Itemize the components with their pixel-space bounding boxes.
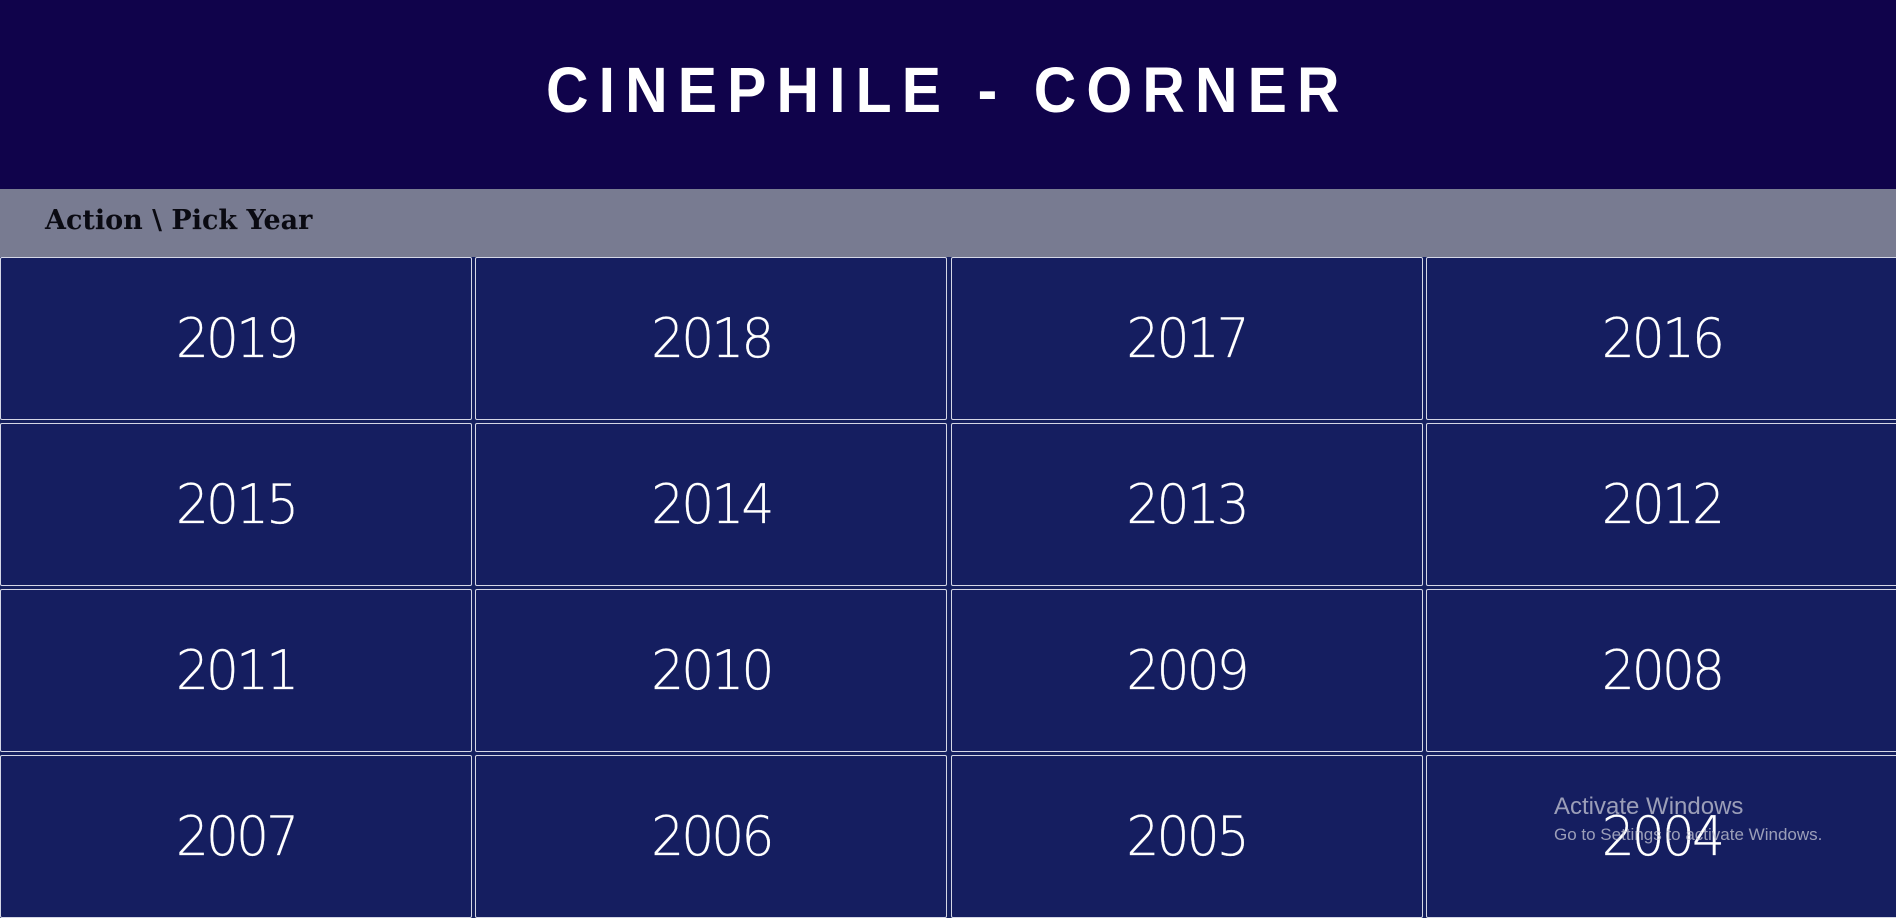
year-label: 2013	[1126, 473, 1250, 536]
year-grid: 2019 2018 2017 2016 2015 2014 2013 2012 …	[0, 257, 1896, 918]
year-tile-2004[interactable]: 2004	[1425, 755, 1896, 918]
year-tile-2010[interactable]: 2010	[475, 589, 948, 752]
year-label: 2017	[1126, 307, 1250, 370]
year-tile-2017[interactable]: 2017	[950, 257, 1423, 420]
year-label: 2014	[651, 473, 775, 536]
site-title[interactable]: CINEPHILE - CORNER	[546, 53, 1350, 126]
site-header: CINEPHILE - CORNER	[0, 0, 1896, 189]
year-label: 2011	[175, 639, 300, 702]
year-label: 2009	[1126, 639, 1250, 702]
year-tile-2015[interactable]: 2015	[0, 423, 472, 586]
year-tile-2006[interactable]: 2006	[475, 755, 948, 918]
year-tile-2013[interactable]: 2013	[950, 423, 1423, 586]
year-label: 2019	[175, 307, 300, 370]
year-tile-2005[interactable]: 2005	[950, 755, 1423, 918]
breadcrumb: Action \ Pick Year	[45, 204, 313, 236]
year-label: 2006	[651, 805, 775, 868]
year-tile-2014[interactable]: 2014	[475, 423, 948, 586]
year-tile-2011[interactable]: 2011	[0, 589, 472, 752]
year-label: 2008	[1601, 639, 1726, 702]
year-label: 2015	[175, 473, 300, 536]
year-tile-2008[interactable]: 2008	[1425, 589, 1896, 752]
breadcrumb-bar: Action \ Pick Year	[0, 189, 1896, 257]
year-tile-2009[interactable]: 2009	[950, 589, 1423, 752]
year-tile-2019[interactable]: 2019	[0, 257, 472, 420]
year-label: 2018	[651, 307, 775, 370]
year-label: 2010	[651, 639, 775, 702]
year-tile-2012[interactable]: 2012	[1425, 423, 1896, 586]
year-tile-2007[interactable]: 2007	[0, 755, 472, 918]
year-tile-2016[interactable]: 2016	[1425, 257, 1896, 420]
year-label: 2012	[1601, 473, 1726, 536]
year-label: 2016	[1601, 307, 1726, 370]
year-tile-2018[interactable]: 2018	[475, 257, 948, 420]
year-label: 2004	[1601, 805, 1726, 868]
year-label: 2007	[175, 805, 300, 868]
year-label: 2005	[1126, 805, 1250, 868]
